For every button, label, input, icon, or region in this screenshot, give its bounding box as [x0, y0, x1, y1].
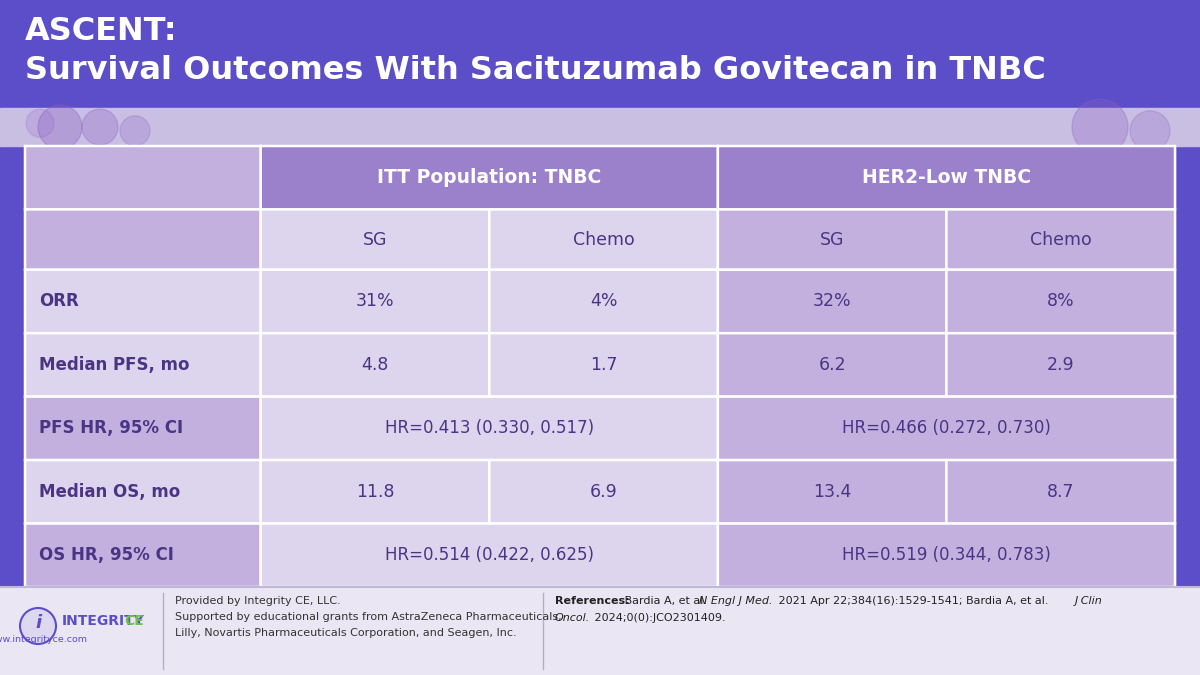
Text: 6.2: 6.2 [818, 356, 846, 374]
Bar [25, 146, 1175, 587]
Text: HR=0.413 (0.330, 0.517): HR=0.413 (0.330, 0.517) [385, 419, 594, 437]
Text: J Clin: J Clin [1075, 596, 1103, 606]
Text: Supported by educational grants from AstraZeneca Pharmaceuticals,: Supported by educational grants from Ast… [175, 612, 562, 622]
Bar [718, 146, 1175, 209]
Bar [260, 524, 718, 587]
Text: Chemo: Chemo [572, 231, 635, 248]
Bar [947, 460, 1175, 524]
Text: 1.7: 1.7 [590, 356, 617, 374]
Text: SG: SG [362, 231, 388, 248]
Bar [718, 333, 947, 397]
Text: www.integrityce.com: www.integrityce.com [0, 635, 88, 645]
Text: 4.8: 4.8 [361, 356, 389, 374]
Circle shape [82, 109, 118, 145]
Bar [25, 270, 260, 333]
Text: Median PFS, mo: Median PFS, mo [38, 356, 190, 374]
Bar [0, 108, 1200, 146]
Text: Provided by Integrity CE, LLC.: Provided by Integrity CE, LLC. [175, 596, 341, 606]
Text: Oncol.: Oncol. [554, 613, 590, 623]
Text: Median OS, mo: Median OS, mo [38, 483, 180, 501]
Text: HR=0.466 (0.272, 0.730): HR=0.466 (0.272, 0.730) [842, 419, 1051, 437]
Text: 2021 Apr 22;384(16):1529-1541; Bardia A, et al.: 2021 Apr 22;384(16):1529-1541; Bardia A,… [775, 596, 1052, 606]
Text: HER2-Low TNBC: HER2-Low TNBC [862, 168, 1031, 187]
Text: Survival Outcomes With Sacituzumab Govitecan in TNBC: Survival Outcomes With Sacituzumab Govit… [25, 55, 1045, 86]
Bar [718, 524, 1175, 587]
Circle shape [120, 116, 150, 146]
Text: ASCENT:: ASCENT: [25, 16, 178, 47]
Text: Chemo: Chemo [1030, 231, 1092, 248]
Bar [260, 270, 490, 333]
Bar [490, 209, 718, 270]
Text: N Engl J Med.: N Engl J Med. [698, 596, 773, 606]
Bar [260, 460, 490, 524]
Bar [490, 270, 718, 333]
Bar [25, 524, 260, 587]
Bar [25, 146, 260, 209]
Bar [260, 397, 718, 460]
Text: 4%: 4% [590, 292, 617, 310]
Bar [947, 333, 1175, 397]
Bar [25, 397, 260, 460]
Text: 2024;0(0):JCO2301409.: 2024;0(0):JCO2301409. [592, 613, 726, 623]
Text: OS HR, 95% CI: OS HR, 95% CI [38, 546, 174, 564]
Bar [25, 209, 260, 270]
Bar [25, 333, 260, 397]
Circle shape [1072, 99, 1128, 155]
Bar [0, 0, 1200, 108]
Text: Lilly, Novartis Pharmaceuticals Corporation, and Seagen, Inc.: Lilly, Novartis Pharmaceuticals Corporat… [175, 628, 517, 638]
Text: Bardia A, et al.: Bardia A, et al. [622, 596, 710, 606]
Bar [490, 333, 718, 397]
Text: 11.8: 11.8 [355, 483, 395, 501]
Text: SG: SG [820, 231, 845, 248]
Bar [490, 460, 718, 524]
Bar [947, 270, 1175, 333]
Text: INTEGRITY: INTEGRITY [62, 614, 145, 628]
Circle shape [26, 109, 54, 137]
Text: 6.9: 6.9 [589, 483, 618, 501]
Bar [260, 333, 490, 397]
Text: 8.7: 8.7 [1046, 483, 1074, 501]
Text: 31%: 31% [355, 292, 395, 310]
Bar [260, 146, 718, 209]
Bar [260, 209, 490, 270]
Text: ITT Population: TNBC: ITT Population: TNBC [377, 168, 601, 187]
Bar [718, 270, 947, 333]
Bar [947, 209, 1175, 270]
Circle shape [20, 608, 56, 644]
Bar [25, 460, 260, 524]
Circle shape [38, 105, 82, 149]
Text: i: i [35, 614, 41, 632]
Text: References:: References: [554, 596, 630, 606]
Bar [718, 460, 947, 524]
Circle shape [1130, 111, 1170, 151]
Text: CE: CE [124, 614, 144, 628]
Bar [718, 209, 947, 270]
Text: HR=0.519 (0.344, 0.783): HR=0.519 (0.344, 0.783) [842, 546, 1051, 564]
Text: 13.4: 13.4 [812, 483, 851, 501]
Text: 32%: 32% [812, 292, 852, 310]
Text: ORR: ORR [38, 292, 79, 310]
Text: 8%: 8% [1046, 292, 1074, 310]
Bar [0, 587, 1200, 675]
Bar [718, 397, 1175, 460]
Text: 2.9: 2.9 [1046, 356, 1074, 374]
Text: HR=0.514 (0.422, 0.625): HR=0.514 (0.422, 0.625) [385, 546, 594, 564]
Text: PFS HR, 95% CI: PFS HR, 95% CI [38, 419, 184, 437]
